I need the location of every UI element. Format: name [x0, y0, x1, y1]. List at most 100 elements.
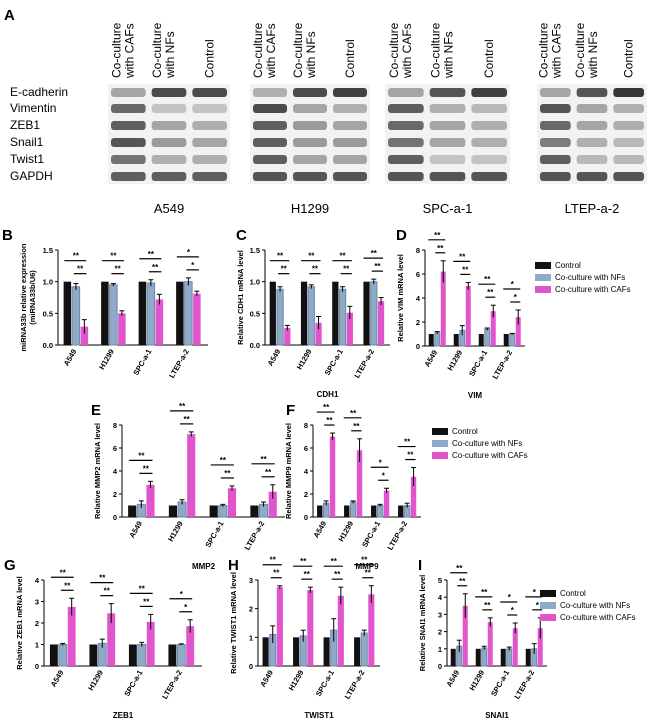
- x-tick-label: H1299: [287, 669, 306, 693]
- bar: [284, 327, 291, 345]
- significance-label: **: [77, 265, 84, 274]
- blot-band: [429, 172, 466, 181]
- blot-membrane: [108, 84, 230, 184]
- bar: [89, 644, 98, 666]
- bar: [475, 648, 481, 666]
- cell-line-label: SPC-a-1: [423, 201, 473, 216]
- blot-membrane: [537, 84, 647, 184]
- legend-label: Co-culture with CAFs: [452, 451, 528, 460]
- x-tick-label: H1299: [445, 349, 464, 373]
- blot-band: [540, 104, 571, 113]
- significance-label: **: [404, 438, 411, 447]
- lane-label: Co-culturewith CAFs: [387, 22, 414, 79]
- blot-band: [253, 155, 287, 164]
- western-blot-panel: A E-cadherin Vimentin ZEB1 Snail1 Twist1 GAPDH…: [4, 7, 647, 216]
- blot-band: [333, 138, 367, 147]
- bar: [525, 648, 531, 666]
- bar: [176, 644, 186, 667]
- x-tick-label: A549: [49, 669, 66, 689]
- lane-label: Co-culturewith NFs: [291, 22, 318, 79]
- y-tick-label: 2: [438, 628, 442, 637]
- bar: [317, 505, 323, 517]
- blot-band: [471, 138, 507, 147]
- blot-band: [429, 104, 466, 113]
- x-axis-label: TWIST1: [304, 711, 334, 720]
- blot-band: [540, 121, 571, 130]
- blot-band: [576, 155, 608, 164]
- y-axis-label: (miRNA33b/U6): [28, 270, 37, 325]
- y-tick-label: 0: [416, 342, 420, 351]
- significance-label: **: [152, 263, 159, 272]
- blot-band: [333, 88, 367, 97]
- significance-label: **: [437, 244, 444, 253]
- significance-label: **: [374, 262, 381, 271]
- bar: [484, 328, 491, 347]
- blot-band: [293, 121, 327, 130]
- bar: [168, 644, 177, 666]
- blot-band: [333, 155, 367, 164]
- bar: [376, 505, 384, 518]
- significance-label: *: [533, 588, 537, 597]
- x-tick-label: LTEP-a-2: [343, 669, 367, 701]
- blot-band: [388, 104, 424, 113]
- y-axis-label: miRNA33b relative expression: [19, 243, 28, 351]
- blot-band: [192, 138, 227, 147]
- bar: [356, 450, 363, 517]
- legend-label: Control: [555, 261, 581, 270]
- blot-band: [613, 88, 644, 97]
- bar: [434, 332, 441, 347]
- bar: [398, 505, 404, 517]
- chart-panel-h: H 0 1 2 3 Relative TWIST1 mRNA level ** ** A549 *…: [228, 556, 380, 720]
- bar: [487, 622, 493, 666]
- x-tick-label: A549: [444, 669, 461, 689]
- blot-band: [151, 155, 187, 164]
- x-tick-label: A549: [266, 348, 283, 368]
- y-tick-label: 0: [249, 662, 253, 671]
- bar: [453, 334, 459, 346]
- bar: [462, 605, 468, 666]
- bar: [58, 644, 68, 667]
- y-tick-label: 0.0: [43, 341, 53, 350]
- x-axis-label: MMP9: [355, 562, 379, 571]
- y-tick-label: 4: [416, 294, 421, 303]
- lane-label: Co-culturewith NFs: [429, 22, 456, 79]
- blot-band: [388, 155, 424, 164]
- significance-label: **: [326, 416, 333, 425]
- x-tick-label: H1299: [336, 520, 355, 544]
- significance-label: **: [308, 252, 315, 261]
- x-axis-label: VIM: [468, 391, 483, 400]
- y-axis-label: Relative SNAI1 mRNA level: [418, 575, 427, 671]
- bar: [465, 286, 471, 346]
- y-axis-label: Relative ZEB1 mRNA level: [15, 576, 24, 670]
- legend-label: Control: [452, 427, 478, 436]
- bar: [276, 288, 284, 346]
- y-axis-label: Relative MMP2 mRNA level: [93, 423, 102, 519]
- bar: [450, 648, 456, 666]
- y-tick-label: 6: [304, 444, 308, 453]
- blot-band: [111, 88, 146, 97]
- x-tick-label: SPC-a-1: [122, 669, 144, 698]
- y-tick-label: 3: [249, 576, 253, 585]
- bar: [368, 594, 375, 666]
- y-tick-label: 0: [35, 662, 39, 671]
- y-tick-label: 8: [416, 246, 420, 255]
- blot-band: [471, 88, 507, 97]
- significance-label: *: [511, 606, 515, 615]
- bar: [107, 613, 116, 666]
- lane-label: Control: [482, 39, 496, 78]
- x-tick-label: LTEP-a-2: [167, 348, 191, 380]
- y-tick-label: 1.0: [43, 278, 53, 287]
- blot-band: [613, 155, 644, 164]
- bar: [503, 334, 509, 346]
- blot-band: [613, 104, 644, 113]
- x-tick-label: SPC-a-1: [467, 349, 489, 378]
- bar: [440, 271, 446, 346]
- x-tick-label: H1299: [166, 520, 185, 544]
- significance-label: **: [459, 252, 466, 261]
- bar: [337, 595, 344, 666]
- bar: [346, 312, 353, 345]
- bar: [168, 505, 178, 517]
